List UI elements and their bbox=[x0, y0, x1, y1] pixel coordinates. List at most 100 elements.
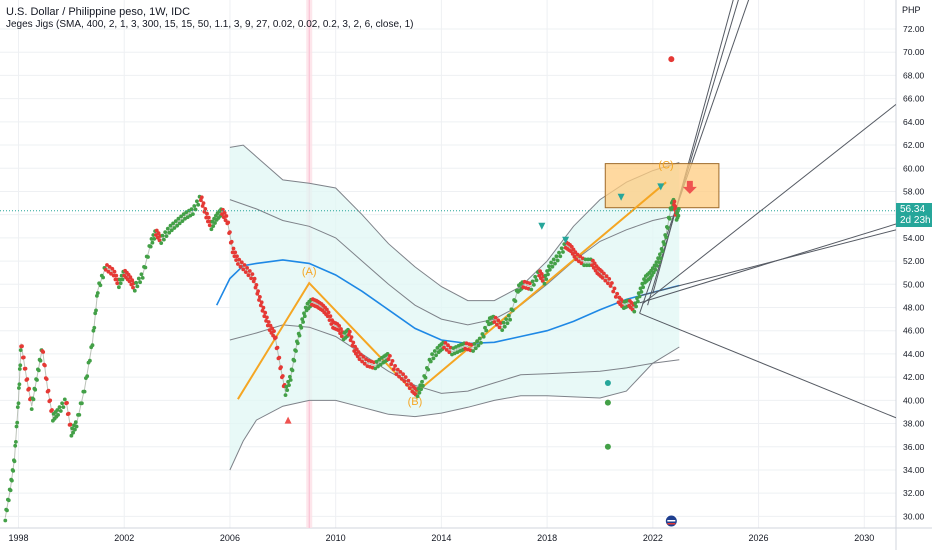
price-dot bbox=[143, 265, 148, 270]
price-dot bbox=[551, 257, 556, 262]
price-dot bbox=[287, 383, 291, 387]
price-dot bbox=[13, 443, 18, 448]
price-dot bbox=[658, 252, 662, 257]
price-dot bbox=[290, 368, 295, 373]
price-dot bbox=[351, 340, 356, 345]
price-dot bbox=[239, 260, 244, 265]
price-dot bbox=[553, 261, 557, 266]
price-dot bbox=[650, 273, 654, 278]
price-dot bbox=[268, 323, 273, 328]
price-dot bbox=[27, 386, 31, 391]
price-dot bbox=[259, 300, 264, 305]
price-dot bbox=[477, 336, 482, 341]
price-dot bbox=[587, 263, 592, 268]
price-dot bbox=[61, 405, 66, 409]
time-tick-label: 2002 bbox=[114, 533, 134, 543]
price-dot bbox=[199, 195, 204, 200]
price-dot bbox=[65, 401, 69, 405]
price-dot bbox=[175, 223, 180, 228]
price-dot bbox=[576, 259, 581, 264]
price-dot bbox=[584, 263, 589, 268]
price-dot bbox=[46, 388, 51, 393]
price-dot bbox=[513, 299, 518, 303]
price-dot bbox=[657, 260, 661, 264]
price-dot bbox=[608, 284, 613, 288]
price-dot bbox=[189, 207, 194, 212]
price-dot bbox=[57, 405, 62, 409]
price-dot bbox=[550, 264, 555, 269]
price-dot bbox=[56, 413, 60, 417]
price-dot bbox=[492, 320, 497, 324]
price-dot bbox=[327, 318, 332, 322]
price-dot bbox=[265, 323, 270, 328]
price-dot bbox=[501, 320, 506, 325]
price-dot bbox=[31, 397, 36, 402]
price-dot bbox=[10, 478, 14, 483]
price-dot bbox=[249, 276, 254, 281]
chart-title: U.S. Dollar / Philippine peso, 1W, IDC bbox=[6, 6, 191, 18]
price-dot bbox=[547, 267, 552, 272]
price-tick-label: 30.00 bbox=[903, 511, 925, 521]
price-dot bbox=[600, 276, 605, 280]
price-dot bbox=[591, 266, 596, 270]
price-dot bbox=[265, 315, 269, 320]
price-dot bbox=[534, 278, 539, 283]
price-dot bbox=[15, 420, 20, 425]
price-dot bbox=[676, 207, 681, 211]
price-dot bbox=[389, 362, 394, 367]
price-dot bbox=[258, 303, 263, 308]
price-dot bbox=[664, 235, 668, 240]
price-dot bbox=[502, 324, 507, 329]
price-dot bbox=[151, 233, 156, 237]
price-dot bbox=[258, 295, 262, 299]
price-tick-label: 32.00 bbox=[903, 488, 925, 498]
price-dot bbox=[243, 270, 248, 274]
price-dot bbox=[292, 358, 297, 363]
price-dot bbox=[135, 284, 140, 289]
price-dot bbox=[68, 422, 73, 427]
price-dot bbox=[62, 397, 67, 402]
price-dot bbox=[238, 264, 243, 269]
price-dot bbox=[117, 277, 122, 282]
price-dot bbox=[403, 375, 408, 379]
price-dot bbox=[592, 261, 597, 266]
indicator-legend[interactable]: Jeges Jigs (SMA, 400, 2, 1, 3, 300, 15, … bbox=[6, 19, 414, 30]
price-dot bbox=[165, 226, 170, 231]
price-dot bbox=[391, 367, 396, 372]
price-dot bbox=[539, 272, 544, 276]
price-dot bbox=[554, 254, 559, 259]
price-dot bbox=[432, 349, 437, 353]
price-tick-label: 42.00 bbox=[903, 372, 925, 382]
price-dot bbox=[146, 255, 150, 259]
price-tick-label: 60.00 bbox=[903, 163, 925, 173]
price-dot bbox=[23, 366, 28, 371]
price-dot bbox=[8, 488, 13, 493]
price-dot bbox=[655, 264, 660, 268]
channel-fill bbox=[229, 145, 680, 470]
price-dot bbox=[660, 249, 665, 254]
price-dot bbox=[3, 518, 8, 523]
price-dot bbox=[347, 332, 351, 337]
price-dot bbox=[446, 343, 450, 348]
price-dot bbox=[204, 215, 209, 220]
price-dot bbox=[533, 274, 538, 279]
price-dot bbox=[634, 304, 638, 309]
price-tick-label: 50.00 bbox=[903, 279, 925, 289]
price-dot bbox=[398, 370, 403, 374]
price-dot bbox=[284, 384, 289, 389]
price-dot bbox=[376, 364, 380, 369]
price-dot bbox=[257, 298, 261, 302]
price-dot bbox=[295, 341, 300, 346]
price-dot bbox=[95, 294, 99, 298]
signal-dot bbox=[604, 379, 611, 386]
price-dot bbox=[407, 386, 412, 391]
price-dot bbox=[547, 264, 551, 269]
price-dot bbox=[497, 325, 502, 330]
signal-dot bbox=[604, 443, 611, 450]
price-dot bbox=[196, 202, 201, 207]
price-dot bbox=[388, 354, 392, 358]
price-dot bbox=[654, 260, 659, 264]
us-flag-stripe bbox=[667, 520, 676, 522]
